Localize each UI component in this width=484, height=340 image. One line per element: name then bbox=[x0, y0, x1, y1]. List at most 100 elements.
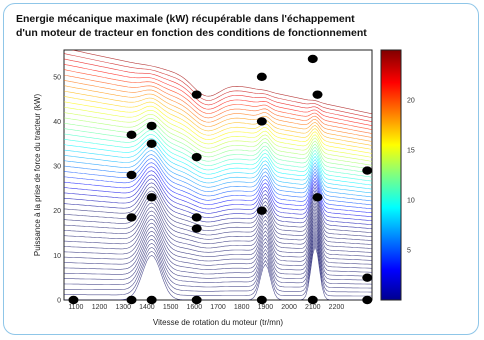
data-point bbox=[191, 90, 202, 99]
contour-line bbox=[64, 53, 372, 118]
data-point bbox=[191, 224, 202, 233]
x-axis-label: Vitesse de rotation du moteur (tr/mn) bbox=[153, 318, 283, 327]
contour-line bbox=[64, 182, 372, 229]
colorbar bbox=[380, 49, 402, 301]
contour-line bbox=[71, 50, 372, 115]
x-axis-ticks: 1100 1200 1300 1400 1500 1600 1700 1800 1900 2000… bbox=[68, 304, 344, 311]
y-tick-label: 0 bbox=[57, 298, 61, 305]
contour-line bbox=[64, 217, 372, 265]
contour-line bbox=[64, 162, 372, 210]
contour-line bbox=[64, 150, 372, 198]
contour-line bbox=[64, 229, 372, 281]
contour-line bbox=[64, 158, 372, 206]
data-point bbox=[362, 273, 373, 282]
x-tick-label: 1300 bbox=[115, 304, 131, 311]
contour-line bbox=[64, 202, 372, 249]
contour-line bbox=[64, 69, 372, 130]
data-point bbox=[256, 72, 267, 81]
contour-line bbox=[64, 126, 372, 174]
contour-line bbox=[64, 214, 372, 261]
data-point bbox=[68, 295, 79, 305]
data-point bbox=[126, 213, 137, 222]
contour-line bbox=[64, 206, 372, 253]
contour-line bbox=[64, 112, 372, 162]
contour-line bbox=[64, 223, 372, 273]
x-tick-label: 2200 bbox=[329, 304, 345, 311]
y-tick-label: 40 bbox=[53, 119, 61, 126]
x-tick-label: 1700 bbox=[210, 304, 226, 311]
contour-line bbox=[64, 242, 372, 297]
contour-line bbox=[64, 174, 372, 222]
contour-line bbox=[64, 101, 372, 154]
x-tick-label: 1600 bbox=[187, 304, 203, 311]
contour-line bbox=[64, 138, 372, 186]
plot-area bbox=[63, 49, 373, 301]
contour-line bbox=[64, 239, 372, 293]
data-point bbox=[362, 166, 373, 175]
contour-line bbox=[64, 122, 372, 170]
data-point bbox=[191, 152, 202, 162]
y-tick-label: 10 bbox=[53, 253, 61, 260]
contour-line bbox=[64, 64, 372, 126]
x-tick-label: 2000 bbox=[281, 304, 297, 311]
contour-line bbox=[64, 117, 372, 166]
data-point bbox=[362, 295, 373, 305]
chart-title: Energie mécanique maximale (kW) récupéra… bbox=[16, 12, 476, 40]
contour-line bbox=[64, 134, 372, 182]
colorbar-tick-label: 15 bbox=[407, 148, 415, 155]
y-tick-label: 20 bbox=[53, 208, 61, 215]
data-point bbox=[312, 90, 323, 99]
contour-line bbox=[64, 146, 372, 194]
contour-line bbox=[64, 130, 372, 178]
contour-line bbox=[64, 90, 372, 146]
data-point bbox=[126, 295, 137, 305]
x-tick-label: 1900 bbox=[258, 304, 274, 311]
contour-line bbox=[64, 198, 372, 245]
data-point bbox=[126, 130, 137, 140]
contour-line bbox=[64, 178, 372, 225]
data-point bbox=[256, 206, 267, 215]
colorbar-ticks: 5 10 15 20 bbox=[407, 98, 415, 255]
contour-line bbox=[64, 245, 372, 300]
contour-line bbox=[64, 186, 372, 233]
contour-line bbox=[64, 236, 372, 289]
y-axis-ticks: 0 10 20 30 40 50 bbox=[53, 74, 61, 304]
contour-line bbox=[64, 142, 372, 190]
contour-line bbox=[64, 58, 372, 122]
data-point bbox=[191, 295, 202, 305]
contour-line bbox=[64, 226, 372, 277]
x-tick-label: 1100 bbox=[68, 304, 83, 311]
contour-line bbox=[64, 74, 372, 134]
colorbar-tick-label: 10 bbox=[407, 198, 415, 205]
data-point bbox=[146, 139, 157, 148]
data-point bbox=[312, 193, 323, 202]
contour-line bbox=[64, 194, 372, 241]
x-tick-label: 1800 bbox=[234, 304, 250, 311]
contour-line bbox=[64, 154, 372, 202]
data-points bbox=[68, 54, 373, 305]
data-point bbox=[146, 121, 157, 131]
contour-line bbox=[64, 106, 372, 158]
colorbar-tick-label: 5 bbox=[407, 248, 411, 255]
contour-line bbox=[64, 96, 372, 150]
y-axis-label: Puissance à la prise de force du tracteu… bbox=[33, 94, 42, 257]
data-point bbox=[307, 54, 318, 64]
x-tick-label: 1400 bbox=[139, 304, 155, 311]
contour-line bbox=[64, 85, 372, 142]
colorbar-tick-label: 20 bbox=[407, 98, 415, 105]
data-point bbox=[307, 295, 318, 305]
x-tick-label: 1200 bbox=[92, 304, 108, 311]
contour-line bbox=[64, 220, 372, 269]
x-tick-label: 1500 bbox=[163, 304, 179, 311]
y-tick-label: 30 bbox=[53, 164, 61, 171]
contour-line bbox=[64, 210, 372, 257]
contour-line bbox=[64, 80, 372, 138]
data-point bbox=[256, 117, 267, 126]
chart-title-line2: d'un moteur de tracteur en fonction des … bbox=[16, 27, 367, 39]
x-tick-label: 2100 bbox=[305, 304, 321, 311]
data-point bbox=[191, 213, 202, 222]
contour-lines bbox=[64, 50, 372, 300]
data-point bbox=[146, 295, 157, 305]
contour-line bbox=[64, 233, 372, 285]
